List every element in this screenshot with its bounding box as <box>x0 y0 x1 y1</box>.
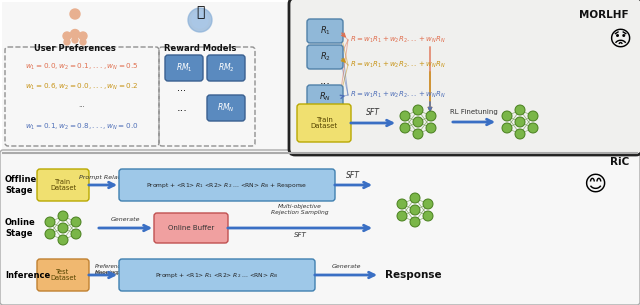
Text: ...: ... <box>79 102 85 108</box>
Text: Response: Response <box>385 270 442 280</box>
Circle shape <box>397 199 407 209</box>
Text: $w_1=0.6,w_2=0.0,...,w_N=0.2$: $w_1=0.6,w_2=0.0,...,w_N=0.2$ <box>26 82 138 92</box>
Text: Generate: Generate <box>332 264 361 269</box>
Text: $w_1=0.1,w_2=0.8,...,w_N=0.0$: $w_1=0.1,w_2=0.8,...,w_N=0.0$ <box>25 122 139 132</box>
Text: Offline
Stage: Offline Stage <box>5 175 37 195</box>
FancyBboxPatch shape <box>307 45 343 69</box>
Text: Test
Dataset: Test Dataset <box>50 268 76 282</box>
Circle shape <box>192 12 208 28</box>
Circle shape <box>188 8 212 32</box>
Circle shape <box>70 30 79 38</box>
FancyBboxPatch shape <box>297 104 351 142</box>
Text: $RM_1$: $RM_1$ <box>175 62 193 74</box>
Text: Prompt + <R1> $R_1$ <R2> $R_2$ ... <RN> $R_N$: Prompt + <R1> $R_1$ <R2> $R_2$ ... <RN> … <box>156 271 278 279</box>
Text: Prompt + <R1> $R_1$ <R2> $R_2$ ... <RN> $R_N$ + Response: Prompt + <R1> $R_1$ <R2> $R_2$ ... <RN> … <box>147 181 308 189</box>
Text: Multi-objective
Rejection Sampling: Multi-objective Rejection Sampling <box>271 204 329 215</box>
Text: SFT: SFT <box>294 232 307 238</box>
Circle shape <box>397 211 407 221</box>
FancyBboxPatch shape <box>165 55 203 81</box>
Circle shape <box>58 235 68 245</box>
Circle shape <box>58 223 68 233</box>
Circle shape <box>71 217 81 227</box>
Text: Online Buffer: Online Buffer <box>168 225 214 231</box>
FancyBboxPatch shape <box>119 259 315 291</box>
FancyBboxPatch shape <box>2 2 638 151</box>
Text: Prompt Relabel: Prompt Relabel <box>95 271 137 276</box>
Text: $RM_2$: $RM_2$ <box>218 62 234 74</box>
FancyBboxPatch shape <box>307 85 343 109</box>
FancyBboxPatch shape <box>207 95 245 121</box>
Circle shape <box>400 123 410 133</box>
FancyBboxPatch shape <box>37 259 89 291</box>
Circle shape <box>70 9 80 19</box>
Circle shape <box>426 123 436 133</box>
Circle shape <box>410 205 420 215</box>
Text: Prompt Relabel: Prompt Relabel <box>79 175 127 180</box>
Circle shape <box>515 105 525 115</box>
Circle shape <box>64 39 70 45</box>
FancyBboxPatch shape <box>289 0 640 155</box>
Text: Inference: Inference <box>5 271 51 279</box>
Circle shape <box>528 111 538 121</box>
Circle shape <box>515 129 525 139</box>
Text: $RM_N$: $RM_N$ <box>217 102 235 114</box>
Text: Online
Stage: Online Stage <box>5 218 36 238</box>
Text: Reward Models: Reward Models <box>164 44 236 53</box>
FancyBboxPatch shape <box>154 213 228 243</box>
Text: Preference-to-Reward
Mapping: Preference-to-Reward Mapping <box>95 264 155 275</box>
Circle shape <box>79 32 87 40</box>
Circle shape <box>413 105 423 115</box>
Text: User Preferences: User Preferences <box>34 44 116 53</box>
Circle shape <box>45 217 55 227</box>
Circle shape <box>528 123 538 133</box>
Text: $w_1=0.0,w_2=0.1,...,w_N=0.5$: $w_1=0.0,w_2=0.1,...,w_N=0.5$ <box>25 62 139 72</box>
Circle shape <box>45 229 55 239</box>
Circle shape <box>410 217 420 227</box>
Text: $R=w_1R_1+w_2R_2...+w_NR_N$: $R=w_1R_1+w_2R_2...+w_NR_N$ <box>350 90 446 100</box>
FancyBboxPatch shape <box>119 169 335 201</box>
Circle shape <box>410 193 420 203</box>
Text: Train
Dataset: Train Dataset <box>50 178 76 192</box>
Circle shape <box>426 111 436 121</box>
Circle shape <box>63 32 71 40</box>
Text: $R_N$: $R_N$ <box>319 91 331 103</box>
FancyBboxPatch shape <box>37 169 89 201</box>
Circle shape <box>413 117 423 127</box>
Text: ...: ... <box>177 103 188 113</box>
Text: RiC: RiC <box>610 157 629 167</box>
Text: 🤖: 🤖 <box>196 5 204 19</box>
Text: MORLHF: MORLHF <box>579 10 629 20</box>
Text: 😟: 😟 <box>609 30 632 50</box>
Text: Generate: Generate <box>110 217 140 222</box>
Text: $R=w_1R_1+w_2R_2...+w_NR_N$: $R=w_1R_1+w_2R_2...+w_NR_N$ <box>350 35 446 45</box>
Circle shape <box>71 229 81 239</box>
Circle shape <box>58 211 68 221</box>
Text: $R_1$: $R_1$ <box>319 25 330 37</box>
Text: 😊: 😊 <box>584 175 607 195</box>
Text: SFT: SFT <box>366 108 380 117</box>
Text: ...: ... <box>177 83 186 93</box>
Circle shape <box>502 123 512 133</box>
Text: SFT: SFT <box>346 171 360 180</box>
Circle shape <box>423 211 433 221</box>
Text: ...: ... <box>319 76 330 86</box>
Circle shape <box>400 111 410 121</box>
Text: RL Finetuning: RL Finetuning <box>450 109 498 115</box>
FancyBboxPatch shape <box>307 19 343 43</box>
FancyBboxPatch shape <box>207 55 245 81</box>
Circle shape <box>413 129 423 139</box>
Text: $R_2$: $R_2$ <box>319 51 330 63</box>
Circle shape <box>72 37 78 43</box>
Circle shape <box>423 199 433 209</box>
Circle shape <box>502 111 512 121</box>
Circle shape <box>515 117 525 127</box>
Text: Train
Dataset: Train Dataset <box>310 117 337 130</box>
Circle shape <box>80 39 86 45</box>
Text: $R=w_1R_1+w_2R_2...+w_NR_N$: $R=w_1R_1+w_2R_2...+w_NR_N$ <box>350 60 446 70</box>
FancyBboxPatch shape <box>0 150 640 305</box>
